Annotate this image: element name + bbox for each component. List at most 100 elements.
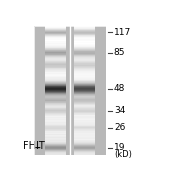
Bar: [74, 54, 95, 55]
Bar: [74, 149, 95, 150]
Bar: [74, 61, 95, 62]
Bar: [45, 80, 66, 81]
Bar: [45, 47, 66, 48]
Bar: [45, 82, 66, 83]
Bar: [45, 68, 66, 69]
Text: 34: 34: [114, 106, 125, 115]
Bar: [74, 126, 95, 127]
Text: 26: 26: [114, 123, 125, 132]
Bar: [74, 34, 95, 35]
Bar: [45, 29, 66, 30]
Bar: [45, 90, 66, 91]
Bar: [45, 55, 66, 56]
Bar: [45, 96, 66, 97]
Bar: [74, 49, 95, 50]
Bar: [45, 111, 66, 112]
Bar: [45, 140, 66, 141]
Bar: [45, 65, 66, 66]
Text: 85: 85: [114, 48, 125, 57]
Bar: [74, 99, 95, 100]
Bar: [45, 110, 66, 111]
Bar: [74, 48, 95, 49]
Bar: [74, 46, 95, 47]
Bar: [45, 57, 66, 58]
Bar: [45, 97, 66, 98]
Bar: [45, 36, 66, 37]
Bar: [74, 148, 95, 149]
Bar: [74, 36, 95, 37]
Bar: [74, 91, 95, 92]
Bar: [74, 71, 95, 72]
Bar: [45, 89, 66, 90]
Bar: [74, 60, 95, 61]
Bar: [74, 47, 95, 48]
Bar: [74, 145, 95, 146]
Bar: [45, 58, 66, 59]
Bar: [45, 105, 66, 106]
Bar: [74, 132, 95, 133]
Bar: [74, 70, 95, 71]
Bar: [45, 95, 66, 96]
Bar: [74, 154, 95, 155]
Bar: [74, 136, 95, 137]
Bar: [74, 146, 95, 147]
Bar: [74, 137, 95, 138]
Bar: [45, 128, 66, 129]
Bar: [74, 73, 95, 74]
Bar: [45, 42, 66, 43]
Bar: [74, 26, 95, 27]
Bar: [74, 151, 95, 152]
Bar: [74, 109, 95, 110]
Bar: [45, 112, 66, 113]
Bar: [74, 66, 95, 67]
Bar: [74, 139, 95, 140]
Bar: [45, 56, 66, 57]
Bar: [45, 114, 66, 115]
Bar: [45, 33, 66, 34]
Bar: [45, 70, 66, 71]
Bar: [45, 72, 66, 73]
Bar: [74, 65, 95, 66]
Bar: [45, 133, 66, 134]
Bar: [74, 80, 95, 81]
Bar: [74, 90, 95, 91]
Bar: [74, 35, 95, 36]
Bar: [45, 119, 66, 120]
Bar: [74, 97, 95, 98]
Bar: [74, 32, 95, 33]
Bar: [45, 152, 66, 153]
Bar: [74, 104, 95, 105]
Bar: [45, 116, 66, 117]
Bar: [45, 120, 66, 121]
Bar: [74, 82, 95, 83]
Bar: [74, 69, 95, 70]
Bar: [45, 131, 66, 132]
Bar: [74, 122, 95, 123]
Text: 48: 48: [114, 84, 125, 93]
Bar: [74, 29, 95, 30]
Bar: [45, 98, 66, 99]
Bar: [45, 106, 66, 107]
Bar: [45, 81, 66, 82]
Bar: [74, 53, 95, 54]
Bar: [74, 42, 95, 43]
Text: (kD): (kD): [114, 150, 132, 159]
Bar: [74, 94, 95, 95]
Bar: [45, 52, 66, 53]
Bar: [74, 50, 95, 51]
Bar: [45, 64, 66, 65]
Bar: [45, 151, 66, 152]
Bar: [74, 86, 95, 87]
Bar: [74, 27, 95, 28]
Bar: [45, 137, 66, 138]
Bar: [45, 145, 66, 146]
Bar: [74, 26, 95, 155]
Bar: [74, 84, 95, 85]
Bar: [45, 94, 66, 95]
Bar: [74, 128, 95, 129]
Bar: [45, 107, 66, 108]
Bar: [74, 63, 95, 64]
Bar: [74, 113, 95, 114]
Bar: [74, 131, 95, 132]
Bar: [45, 108, 66, 109]
